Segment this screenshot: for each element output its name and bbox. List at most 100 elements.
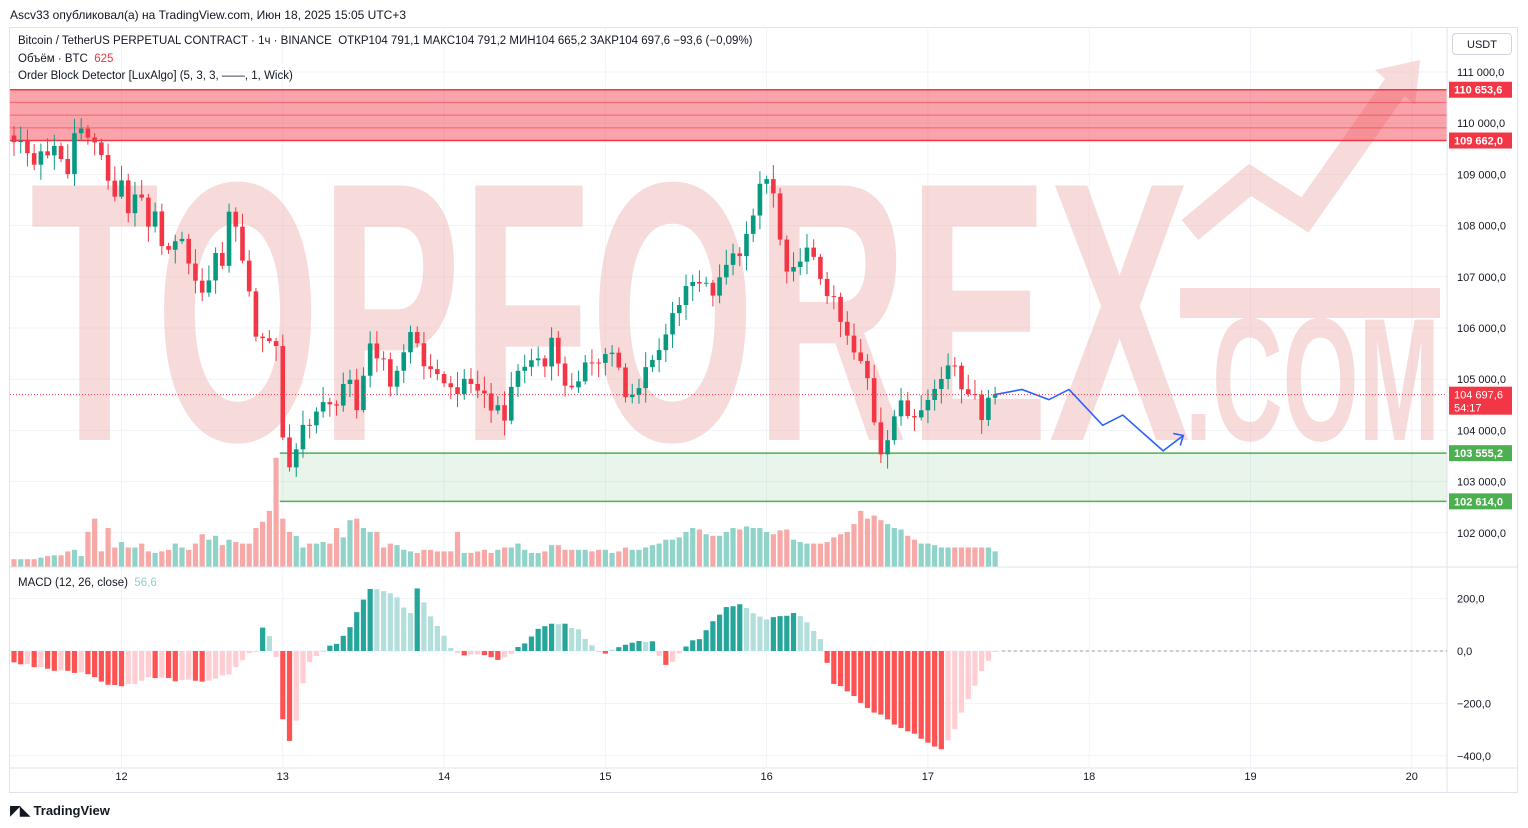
grid [10,27,1447,768]
volume-bar [266,510,272,567]
candle-body [844,321,850,336]
candle-body [354,379,360,411]
candles[interactable] [11,118,998,477]
volume-bar [253,528,259,567]
volume-bar [407,551,414,567]
volume-bar [542,551,548,567]
macd-bar [454,651,461,654]
macd-tick-label: −200,0 [1457,698,1491,710]
macd-bar [656,651,662,656]
volume-bar [958,547,965,567]
volume-bar [394,545,400,567]
candle-body [589,362,595,364]
candle-body [186,238,192,264]
volume-bar [65,551,71,567]
volume-bar [286,531,293,567]
macd-bar [952,651,958,730]
price-tick-label: 111 000,0 [1457,67,1504,79]
candle-body [260,336,265,339]
macd-bar [428,616,434,651]
macd-bar [542,626,548,651]
volume-bar [340,537,346,567]
macd-bar [757,616,763,651]
volume-bar [911,539,918,567]
macd-bar [979,651,985,671]
candle-body [267,338,272,342]
macd-bar [750,613,756,651]
legend-symbol[interactable]: Bitcoin / TetherUS PERPETUAL CONTRACT · … [18,35,753,47]
volume-bar [938,547,944,567]
volume-bar [105,528,111,567]
volume-bar [770,534,776,567]
macd-bar [683,646,689,651]
macd-bar [354,612,360,651]
candle-body [636,388,642,395]
candle-body [435,369,440,375]
macd-bar [434,625,440,651]
macd-bar [797,616,803,651]
legend-indicator[interactable]: Order Block Detector [LuxAlgo] (5, 3, 3,… [18,70,293,82]
candle-body [959,365,964,390]
macd-bar [784,615,790,651]
macd-bar [703,630,709,651]
macd-bar [172,651,178,682]
order-block-price-label: 110 653,6 [1454,85,1502,97]
macd-bar [932,651,938,747]
candle-body [650,359,655,368]
legend-volume[interactable]: Объём · BTC 625 [18,53,113,65]
candle-body [475,383,480,391]
volume-bar [206,539,212,567]
candle-body [38,151,44,165]
candle-body [703,282,709,284]
volume-bar [932,545,938,567]
macd-bar [770,617,776,651]
candle-body [246,260,252,292]
volume-bar [159,551,165,567]
volume-bar [858,510,864,567]
candle-body [986,397,991,420]
currency-button[interactable]: USDT [1452,33,1512,55]
macd-bar [891,651,897,725]
candle-body [374,343,380,359]
macd-bar [696,639,703,651]
volume-bar [723,531,729,567]
candle-body [105,155,111,181]
volume-bar [945,547,951,567]
macd-bar [831,651,837,684]
macd-bar [441,635,447,651]
volume-bar [905,535,911,567]
volume-bar [92,518,98,567]
candle-body [381,358,386,360]
volume-bar [817,543,823,567]
volume-bar [952,547,958,567]
price-tick-label: 106 000,0 [1457,323,1506,335]
volume-bar [784,529,790,567]
time-tick-label: 16 [761,771,773,783]
macd-bar [145,651,151,678]
volume-bar [522,549,528,567]
candle-body [394,370,400,387]
macd-bar [18,651,24,665]
candle-body [327,402,333,405]
chart-frame[interactable] [9,27,1518,793]
macd-bar [192,651,199,681]
volume-bar [347,520,353,567]
macd-bar [629,642,635,651]
watermark-arrow-head-icon [1375,60,1420,105]
macd-bar [609,649,615,651]
legend-macd[interactable]: MACD (12, 26, close) 56,6 [18,577,157,589]
candle-body [172,241,178,250]
volume-bar [179,547,185,567]
candle-body [220,252,225,266]
volume-bar [569,549,575,567]
footer-brand[interactable]: ◤◣ TradingView [10,802,110,819]
volume-value: 625 [94,53,114,65]
volume-bar [18,559,24,567]
macd-bar [266,636,272,651]
macd-bar [387,593,393,651]
candle-body [508,386,514,421]
volume-bar [864,518,871,567]
volume-bar [710,535,716,567]
candle-body [314,411,319,426]
